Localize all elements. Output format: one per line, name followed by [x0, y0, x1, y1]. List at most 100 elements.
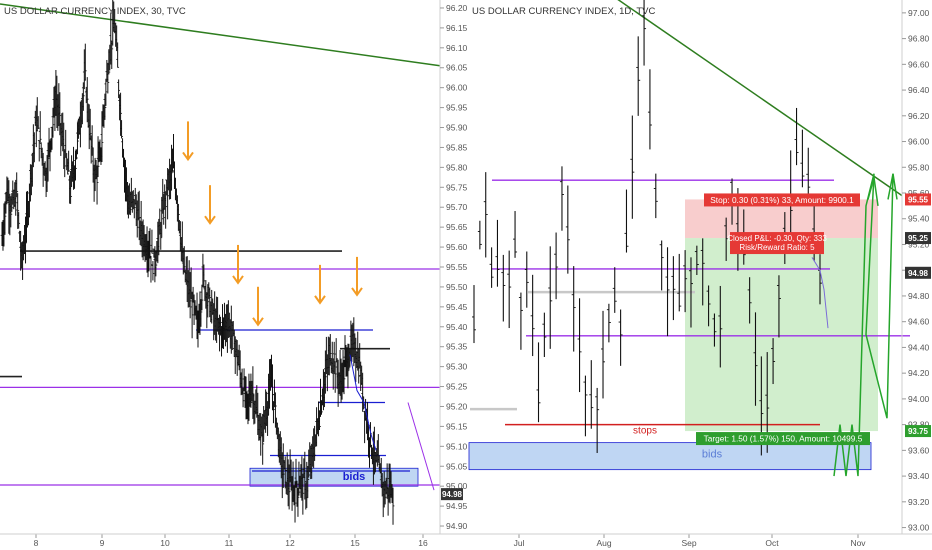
right-y-tick-label: 94.20	[908, 368, 930, 378]
left-plot-area[interactable]	[0, 0, 440, 534]
left-y-tick-label: 95.50	[446, 282, 468, 292]
left-bids-label: bids	[343, 471, 366, 483]
right-price-badge-green	[905, 425, 931, 438]
right-risk-reward-label: Risk/Reward Ratio: 5	[739, 243, 815, 252]
left-y-tick-label: 95.70	[446, 202, 468, 212]
right-y-tick-label: 93.60	[908, 445, 930, 455]
right-price-badge-dark	[905, 232, 931, 245]
left-purple-projection[interactable]	[407, 402, 435, 491]
left-blue-projection[interactable]	[349, 354, 377, 451]
left-y-tick-label: 95.45	[446, 302, 468, 312]
right-y-tick-label: 93.40	[908, 471, 930, 481]
right-target-label-bg	[696, 432, 870, 446]
right-closed-label-bg	[730, 232, 824, 255]
left-y-tick-label: 96.05	[446, 63, 468, 73]
left-y-tick-label: 95.15	[446, 421, 468, 431]
right-y-tick-label: 94.00	[908, 394, 930, 404]
left-y-tick-label: 96.10	[446, 43, 468, 53]
left-y-tick-label: 95.55	[446, 262, 468, 272]
right-price-bars	[472, 0, 822, 456]
left-y-tick-label: 96.15	[446, 23, 468, 33]
right-y-tick-label: 97.00	[908, 8, 930, 18]
right-y-tick-label: 96.40	[908, 85, 930, 95]
left-y-tick-label: 95.65	[446, 222, 468, 232]
left-y-tick-label: 95.20	[446, 401, 468, 411]
right-projection-path[interactable]	[811, 257, 829, 329]
right-chart-title: US DOLLAR CURRENCY INDEX, 1D, TVC	[472, 6, 655, 17]
left-x-tick-label: 15	[350, 538, 360, 548]
left-chart-title: US DOLLAR CURRENCY INDEX, 30, TVC	[4, 6, 186, 17]
left-x-tick-label: 16	[418, 538, 428, 548]
left-orange-arrowhead	[232, 275, 244, 285]
right-x-tick-label: Jul	[514, 538, 525, 548]
left-y-tick-label: 95.95	[446, 103, 468, 113]
right-bids-label: bids	[702, 449, 723, 461]
left-y-tick-label: 95.40	[446, 322, 468, 332]
left-y-tick-label: 96.20	[446, 3, 468, 13]
right-y-tick-label: 94.40	[908, 342, 930, 352]
left-orange-arrowhead	[182, 151, 194, 162]
right-target-zone[interactable]	[685, 238, 878, 432]
right-price-badge-red	[905, 193, 931, 206]
left-y-tick-label: 96.00	[446, 83, 468, 93]
right-price-badge-label: 93.75	[908, 427, 929, 436]
right-green-scenario-path[interactable]	[833, 173, 894, 477]
right-price-badge-label: 95.25	[908, 234, 929, 243]
right-price-badge-label: 95.55	[908, 195, 929, 204]
left-y-tick-label: 95.30	[446, 362, 468, 372]
right-y-tick-label: 96.60	[908, 59, 930, 69]
right-x-tick-label: Nov	[850, 538, 866, 548]
right-y-tick-label: 95.80	[908, 162, 930, 172]
right-green-arrowhead	[887, 173, 898, 200]
left-x-tick-label: 12	[285, 538, 295, 548]
right-price-badge-dark	[905, 266, 931, 279]
right-price-badge-label: 94.98	[908, 269, 929, 278]
right-closed-pnl-label: Closed P&L: -0.30, Qty: 333	[727, 234, 827, 243]
left-x-tick-label: 8	[34, 538, 39, 548]
right-y-tick-label: 94.60	[908, 317, 930, 327]
right-y-tick-label: 96.20	[908, 111, 930, 121]
left-time-axis[interactable]: 8 9 10 11 12 15 16	[34, 534, 428, 548]
right-bids-zone[interactable]	[468, 442, 872, 471]
left-price-badge	[441, 488, 463, 501]
right-x-tick-label: Aug	[596, 538, 611, 548]
right-price-axis[interactable]: 97.00 96.80 96.60 96.40 96.20 96.00 95.80 95.60…	[902, 8, 931, 533]
left-price-badge-label: 94.98	[442, 490, 463, 499]
right-time-axis[interactable]: Jul Aug Sep Oct Nov	[514, 534, 867, 548]
left-x-tick-label: 9	[100, 538, 105, 548]
right-target-label: Target: 1.50 (1.57%) 150, Amount: 10499.…	[704, 434, 863, 444]
right-y-tick-label: 96.80	[908, 34, 930, 44]
right-y-tick-label: 93.80	[908, 420, 930, 430]
left-orange-arrowhead	[314, 295, 326, 305]
left-chart[interactable]: bids US DOLLAR CURRENCY INDEX, 30, TVC 9…	[0, 0, 468, 548]
left-x-tick-label: 11	[225, 538, 234, 548]
left-y-tick-label: 94.90	[446, 521, 468, 531]
left-y-tick-label: 95.80	[446, 162, 468, 172]
right-trendline[interactable]	[600, 0, 903, 197]
right-y-tick-label: 93.20	[908, 497, 930, 507]
left-y-tick-label: 95.75	[446, 182, 468, 192]
right-y-tick-label: 95.60	[908, 188, 930, 198]
left-price-bars	[0, 0, 395, 525]
left-price-axis[interactable]: 96.20 96.15 96.10 96.05 96.00 95.95 95.90 95.85…	[440, 3, 468, 531]
right-y-tick-label: 95.40	[908, 214, 930, 224]
left-y-tick-label: 95.85	[446, 142, 468, 152]
right-stops-label: stops	[633, 426, 657, 437]
left-y-tick-label: 95.00	[446, 481, 468, 491]
right-stop-label-bg	[704, 193, 860, 207]
left-y-tick-label: 95.25	[446, 382, 468, 392]
left-y-tick-label: 95.35	[446, 342, 468, 352]
right-stop-label: Stop: 0.30 (0.31%) 33, Amount: 9900.1	[710, 195, 854, 205]
right-y-tick-label: 95.20	[908, 239, 930, 249]
right-x-tick-label: Sep	[681, 538, 696, 548]
left-x-tick-label: 10	[160, 538, 170, 548]
left-orange-arrowhead	[351, 287, 363, 297]
left-y-tick-label: 95.05	[446, 461, 468, 471]
right-chart[interactable]: bids Stop: 0.30 (0.31%) 33, Amount: 9900…	[467, 0, 931, 548]
left-trendline[interactable]	[0, 3, 441, 67]
right-green-arrowhead	[867, 177, 879, 206]
left-y-tick-label: 95.10	[446, 441, 468, 451]
right-y-tick-label: 94.80	[908, 291, 930, 301]
left-orange-arrowhead	[252, 317, 264, 327]
